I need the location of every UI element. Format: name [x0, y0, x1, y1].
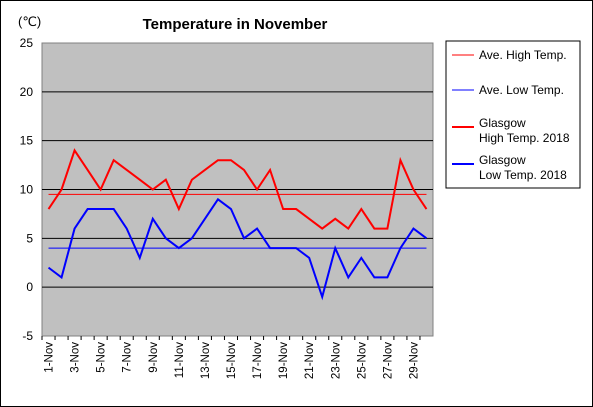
x-tick-label: 29-Nov [408, 342, 420, 379]
chart-title: Temperature in November [143, 16, 328, 33]
x-tick-label: 11-Nov [174, 342, 186, 378]
gridlines [42, 91, 433, 288]
legend-label: Low Temp. 2018 [479, 168, 567, 182]
y-tick-label: 20 [20, 85, 34, 99]
series-line-3 [47, 197, 428, 301]
x-tick-label: 7-Nov [122, 342, 134, 373]
y-tick-label: 0 [26, 280, 33, 294]
x-tick-label: 13-Nov [200, 342, 212, 379]
unit-label: (℃) [18, 14, 41, 29]
x-tick-label: 3-Nov [70, 342, 82, 373]
x-tick-label: 9-Nov [148, 342, 160, 373]
y-tick-label: -5 [22, 329, 33, 343]
y-tick-label: 5 [26, 231, 33, 245]
legend-label: High Temp. 2018 [479, 131, 570, 145]
x-axis-ticks: 1-Nov 3-Nov 5-Nov 7-Nov 9-Nov 11-Nov 13-Nov 15-… [41, 336, 421, 379]
x-tick-label: 1-Nov [44, 342, 56, 373]
series-line-2 [47, 148, 428, 231]
legend-label: Ave. Low Temp. [479, 83, 564, 97]
series-lines [47, 148, 428, 301]
x-tick-label: 19-Nov [278, 342, 290, 379]
y-tick-label: 10 [20, 183, 34, 197]
x-tick-label: 17-Nov [252, 342, 264, 379]
legend: Ave. High Temp.Ave. Low Temp.GlasgowHigh… [452, 48, 570, 182]
y-axis-ticks: -5 0 5 10 15 20 25 [20, 36, 34, 343]
y-tick-label: 15 [20, 134, 34, 148]
x-tick-label: 23-Nov [330, 342, 342, 379]
y-tick-label: 25 [20, 36, 34, 50]
x-tick-label: 5-Nov [96, 342, 108, 373]
x-tick-label: 15-Nov [226, 342, 238, 379]
x-tick-label: 25-Nov [356, 342, 368, 379]
legend-label: Glasgow [479, 116, 526, 130]
x-tick-label: 21-Nov [304, 342, 316, 379]
legend-label: Glasgow [479, 153, 526, 167]
x-tick-label: 27-Nov [382, 342, 394, 379]
legend-label: Ave. High Temp. [479, 48, 567, 62]
